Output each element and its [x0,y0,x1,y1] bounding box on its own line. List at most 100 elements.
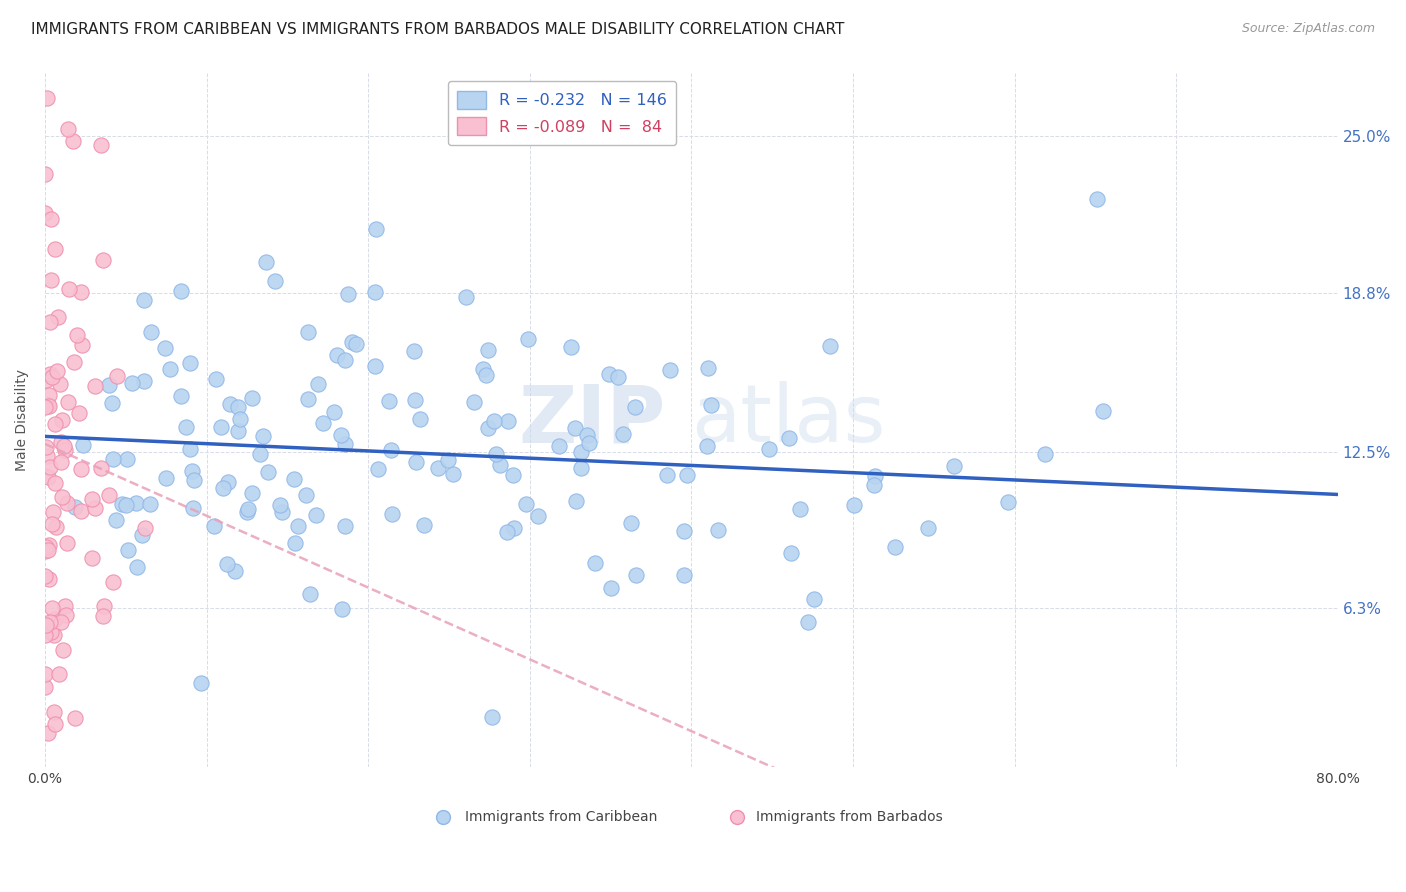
Point [758,442,780,456]
Point [252,429,274,443]
Point [44,417,66,432]
Point [39,625,62,640]
Point [884,540,907,554]
Point [212,481,235,495]
Point [271,505,294,519]
Point [548,439,571,453]
Point [404,344,426,359]
Point [58,282,80,296]
Point [37,542,59,557]
Point [482,414,505,428]
Point [51,413,73,427]
Point [696,439,718,453]
Point [427,460,450,475]
Point [380,443,402,458]
Point [38,399,60,413]
Point [217,475,239,490]
Point [34,167,56,181]
Point [344,337,367,351]
Point [104,513,127,527]
Point [58,122,80,136]
Point [408,412,430,426]
Point [672,568,695,582]
Point [44,475,66,490]
Point [170,284,193,298]
Point [329,427,352,442]
Point [101,396,124,410]
Point [820,339,842,353]
Y-axis label: Male Disability: Male Disability [15,369,30,471]
Point [183,474,205,488]
Point [863,469,886,483]
Point [340,334,363,349]
Point [55,496,77,510]
Point [454,290,477,304]
Point [38,572,60,586]
Point [34,401,56,415]
Point [441,467,464,482]
Point [101,575,124,590]
Point [138,497,160,511]
Point [49,435,72,450]
Point [606,370,628,384]
Point [45,364,67,378]
Point [564,421,586,435]
Point [202,519,225,533]
Point [1092,404,1115,418]
Point [103,452,125,467]
Point [295,488,318,502]
Point [404,392,426,407]
Point [134,521,156,535]
Point [51,490,73,504]
Point [307,376,329,391]
Point [44,242,66,256]
Point [405,455,427,469]
Point [413,518,436,533]
Point [35,618,58,632]
Point [364,359,387,374]
Point [696,360,718,375]
Point [377,394,399,409]
Point [115,452,138,467]
Point [38,460,60,475]
Point [287,519,309,533]
Point [69,504,91,518]
Point [226,400,249,414]
Point [115,499,138,513]
Point [56,395,79,409]
Point [34,666,56,681]
Point [176,420,198,434]
Point [475,368,498,383]
Point [381,507,404,521]
Text: ZIP: ZIP [519,381,665,459]
Point [599,582,621,596]
Point [337,286,360,301]
Point [72,437,94,451]
Text: Immigrants from Barbados: Immigrants from Barbados [756,810,943,824]
Point [463,395,485,409]
Point [224,564,246,578]
Point [155,471,177,485]
Point [209,420,232,434]
Point [82,550,104,565]
Point [283,472,305,486]
Point [90,138,112,153]
Point [35,398,58,412]
Point [297,392,319,407]
Text: atlas: atlas [692,381,886,459]
Point [598,367,620,381]
Point [333,437,356,451]
Point [84,379,107,393]
Point [179,356,201,370]
Point [335,519,357,533]
Point [42,505,65,519]
Point [228,424,250,438]
Point [366,462,388,476]
Point [35,373,58,387]
Point [863,477,886,491]
Point [91,252,114,267]
Point [52,643,75,657]
Point [477,343,499,357]
Point [44,705,66,719]
Legend: R = -0.232   N = 146, R = -0.089   N =  84: R = -0.232 N = 146, R = -0.089 N = 84 [447,81,676,145]
